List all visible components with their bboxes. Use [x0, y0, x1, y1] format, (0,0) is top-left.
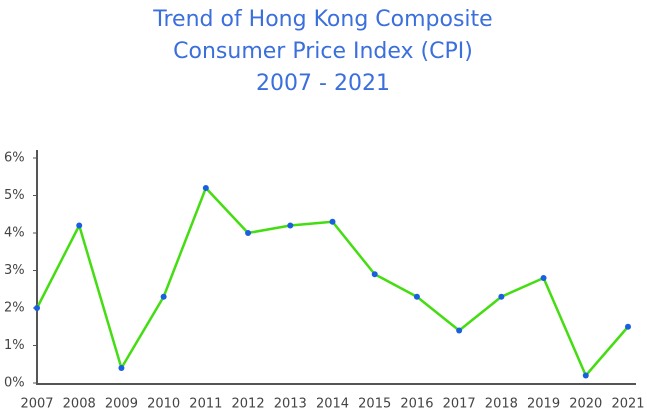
y-tick-label: 4%	[4, 226, 25, 241]
point	[118, 365, 125, 371]
x-tick-label: 2014	[316, 397, 349, 412]
x-tick-label: 2015	[358, 397, 391, 412]
x-tick-label: 2019	[527, 397, 560, 412]
x-tick-label: 2011	[189, 397, 222, 412]
y-tick-label: 3%	[4, 263, 25, 278]
point	[540, 275, 547, 281]
x-tick-label: 2020	[569, 397, 602, 412]
chart-title: Trend of Hong Kong Composite	[152, 7, 492, 32]
line	[35, 186, 629, 377]
point	[76, 222, 83, 229]
point	[456, 327, 463, 334]
y-tick-label: 1%	[4, 338, 25, 353]
x-tick-label: 2009	[105, 397, 138, 412]
point	[160, 293, 167, 300]
x-tick-label: 2008	[63, 397, 96, 412]
x-tick-label: 2016	[400, 397, 433, 412]
x-tick-label: 2012	[232, 397, 265, 412]
x-tick-label: 2021	[611, 397, 644, 412]
point	[329, 218, 336, 225]
y-tick-label: 2%	[4, 301, 25, 316]
x-tick-label: 2018	[485, 397, 518, 412]
x-tick-label: 2017	[443, 397, 476, 412]
point	[371, 271, 378, 278]
point	[287, 222, 294, 229]
point	[625, 323, 631, 330]
chart-title: 2007 - 2021	[256, 71, 390, 96]
y-tick-label: 5%	[4, 188, 25, 203]
x-tick-label: 2013	[274, 397, 307, 412]
point	[34, 305, 40, 311]
y-tick-label: 6%	[4, 151, 25, 166]
y-tick-label: 0%	[4, 376, 25, 391]
x-tick-label: 2007	[20, 397, 53, 412]
point	[498, 293, 505, 300]
chart-title: Consumer Price Index (CPI)	[173, 39, 473, 64]
point	[202, 185, 209, 191]
point	[413, 293, 420, 300]
x-tick-label: 2010	[147, 397, 180, 412]
point	[582, 372, 589, 379]
point	[245, 230, 252, 236]
